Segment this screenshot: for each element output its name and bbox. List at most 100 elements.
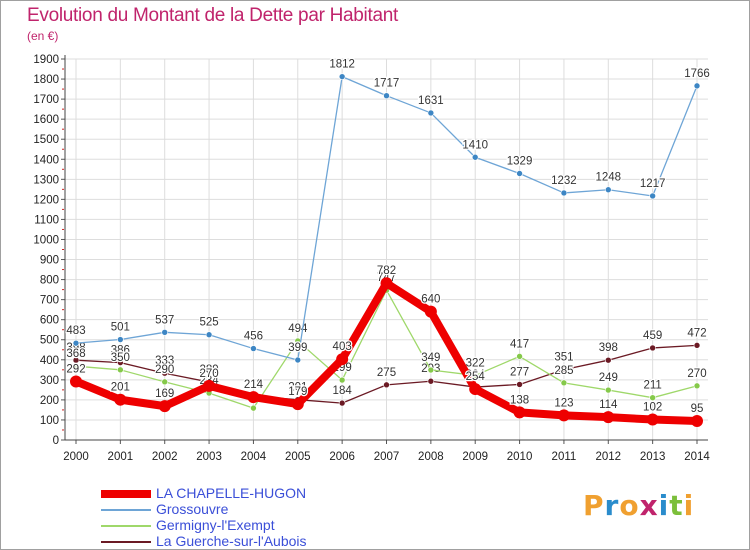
data-point-germigny-l-exempt bbox=[649, 394, 656, 401]
data-label-grossouvre: 1766 bbox=[684, 68, 710, 80]
legend-item-germigny-l-exempt: Germigny-l'Exempt bbox=[101, 517, 431, 533]
y-tick-label: 1200 bbox=[33, 194, 59, 206]
x-tick-label: 2002 bbox=[152, 451, 178, 463]
data-label-la-chapelle-hugon: 169 bbox=[155, 388, 174, 400]
data-point-germigny-l-exempt bbox=[250, 404, 257, 412]
data-point-la-guerche-sur-l-aubois bbox=[427, 377, 435, 385]
data-label-la-chapelle-hugon: 138 bbox=[510, 394, 529, 406]
data-label-la-guerche-sur-l-aubois: 277 bbox=[510, 366, 529, 378]
data-label-grossouvre: 1217 bbox=[640, 178, 666, 190]
data-label-la-chapelle-hugon: 201 bbox=[111, 382, 130, 394]
data-point-grossouvre bbox=[294, 356, 302, 364]
y-tick-label: 200 bbox=[40, 395, 59, 407]
data-point-grossouvre bbox=[250, 345, 257, 352]
data-label-la-guerche-sur-l-aubois: 386 bbox=[111, 345, 130, 357]
data-point-la-chapelle-hugon bbox=[291, 398, 304, 411]
data-label-la-chapelle-hugon: 179 bbox=[288, 386, 307, 398]
logo-letter: P bbox=[583, 489, 605, 522]
data-point-la-chapelle-hugon bbox=[70, 375, 82, 388]
x-tick-label: 2008 bbox=[418, 451, 444, 463]
data-point-grossouvre bbox=[649, 192, 656, 200]
data-point-la-guerche-sur-l-aubois bbox=[693, 342, 701, 349]
data-label-germigny-l-exempt: 350 bbox=[111, 352, 130, 364]
data-point-grossouvre bbox=[427, 109, 435, 117]
x-tick-label: 2011 bbox=[552, 451, 577, 463]
chart-legend: LA CHAPELLE-HUGON Grossouvre Germigny-l'Ex… bbox=[101, 485, 431, 549]
data-point-grossouvre bbox=[205, 331, 213, 339]
data-label-grossouvre: 483 bbox=[66, 325, 85, 337]
chart-title: Evolution du Montant de la Dette par Hab… bbox=[27, 5, 398, 26]
data-point-la-chapelle-hugon bbox=[336, 353, 349, 366]
data-label-grossouvre: 1248 bbox=[595, 172, 621, 184]
data-label-la-guerche-sur-l-aubois: 459 bbox=[643, 330, 662, 342]
data-point-germigny-l-exempt bbox=[117, 366, 124, 374]
data-label-la-guerche-sur-l-aubois: 398 bbox=[66, 342, 85, 354]
data-point-la-chapelle-hugon bbox=[114, 393, 127, 406]
data-label-la-guerche-sur-l-aubois: 289 bbox=[199, 364, 218, 376]
data-label-germigny-l-exempt: 349 bbox=[421, 352, 440, 364]
data-point-grossouvre bbox=[560, 189, 568, 197]
data-label-la-guerche-sur-l-aubois: 201 bbox=[288, 382, 307, 394]
y-tick-label: 900 bbox=[40, 255, 59, 267]
y-tick-label: 1400 bbox=[33, 154, 59, 166]
data-point-la-chapelle-hugon bbox=[646, 413, 659, 426]
x-tick-label: 2009 bbox=[462, 451, 488, 463]
y-tick-label: 1000 bbox=[33, 234, 59, 246]
data-label-grossouvre: 525 bbox=[199, 317, 218, 329]
data-point-la-chapelle-hugon bbox=[247, 391, 260, 404]
x-tick-label: 2013 bbox=[640, 451, 666, 463]
data-point-la-chapelle-hugon bbox=[203, 379, 216, 392]
data-label-la-chapelle-hugon: 114 bbox=[599, 399, 618, 411]
data-label-germigny-l-exempt: 249 bbox=[599, 372, 618, 384]
x-tick-label: 2004 bbox=[241, 451, 267, 463]
data-label-la-guerche-sur-l-aubois: 275 bbox=[377, 367, 396, 379]
data-point-germigny-l-exempt bbox=[161, 378, 169, 386]
data-label-la-chapelle-hugon: 123 bbox=[554, 397, 573, 409]
data-label-grossouvre: 501 bbox=[111, 322, 130, 334]
y-tick-label: 1300 bbox=[33, 174, 59, 186]
data-point-la-chapelle-hugon bbox=[513, 406, 526, 419]
data-point-grossouvre bbox=[516, 170, 523, 177]
data-label-grossouvre: 1812 bbox=[329, 59, 355, 71]
data-label-la-chapelle-hugon: 782 bbox=[377, 265, 396, 277]
data-point-grossouvre bbox=[604, 186, 612, 194]
data-point-la-chapelle-hugon bbox=[469, 383, 482, 396]
data-label-germigny-l-exempt: 322 bbox=[466, 357, 485, 369]
logo-letter: i bbox=[658, 489, 670, 522]
data-label-germigny-l-exempt: 211 bbox=[643, 380, 661, 392]
data-point-germigny-l-exempt bbox=[72, 362, 80, 370]
data-point-germigny-l-exempt bbox=[516, 353, 523, 360]
data-point-grossouvre bbox=[338, 73, 346, 80]
data-label-la-guerche-sur-l-aubois: 472 bbox=[687, 327, 706, 339]
logo-letter: t bbox=[669, 489, 684, 522]
x-tick-label: 2010 bbox=[507, 451, 533, 463]
data-label-la-chapelle-hugon: 292 bbox=[66, 363, 85, 375]
data-label-la-chapelle-hugon: 403 bbox=[333, 341, 352, 353]
data-label-grossouvre: 537 bbox=[155, 314, 174, 326]
legend-swatch bbox=[101, 490, 151, 498]
legend-item-la-chapelle-hugon: LA CHAPELLE-HUGON bbox=[101, 485, 431, 501]
data-point-la-guerche-sur-l-aubois bbox=[161, 369, 169, 377]
logo-letter: o bbox=[619, 489, 640, 522]
data-label-grossouvre: 1717 bbox=[374, 78, 400, 90]
data-label-grossouvre: 399 bbox=[288, 342, 307, 354]
data-point-la-chapelle-hugon bbox=[691, 414, 703, 427]
data-point-germigny-l-exempt bbox=[471, 372, 479, 379]
y-tick-label: 1100 bbox=[34, 214, 59, 226]
data-point-grossouvre bbox=[117, 336, 124, 343]
logo-letter: i bbox=[683, 489, 695, 522]
data-point-la-guerche-sur-l-aubois bbox=[560, 366, 568, 373]
data-label-la-chapelle-hugon: 95 bbox=[691, 403, 704, 415]
legend-label: La Guerche-sur-l'Aubois bbox=[156, 533, 307, 549]
y-tick-label: 1600 bbox=[33, 114, 59, 126]
x-tick-label: 2014 bbox=[684, 451, 710, 463]
data-label-la-guerche-sur-l-aubois: 184 bbox=[333, 385, 353, 397]
data-label-germigny-l-exempt: 285 bbox=[554, 365, 573, 377]
data-point-la-chapelle-hugon bbox=[602, 411, 615, 424]
legend-swatch bbox=[101, 509, 151, 511]
x-tick-label: 2005 bbox=[285, 451, 311, 463]
data-point-la-chapelle-hugon bbox=[424, 305, 437, 318]
x-tick-label: 2007 bbox=[374, 451, 400, 463]
